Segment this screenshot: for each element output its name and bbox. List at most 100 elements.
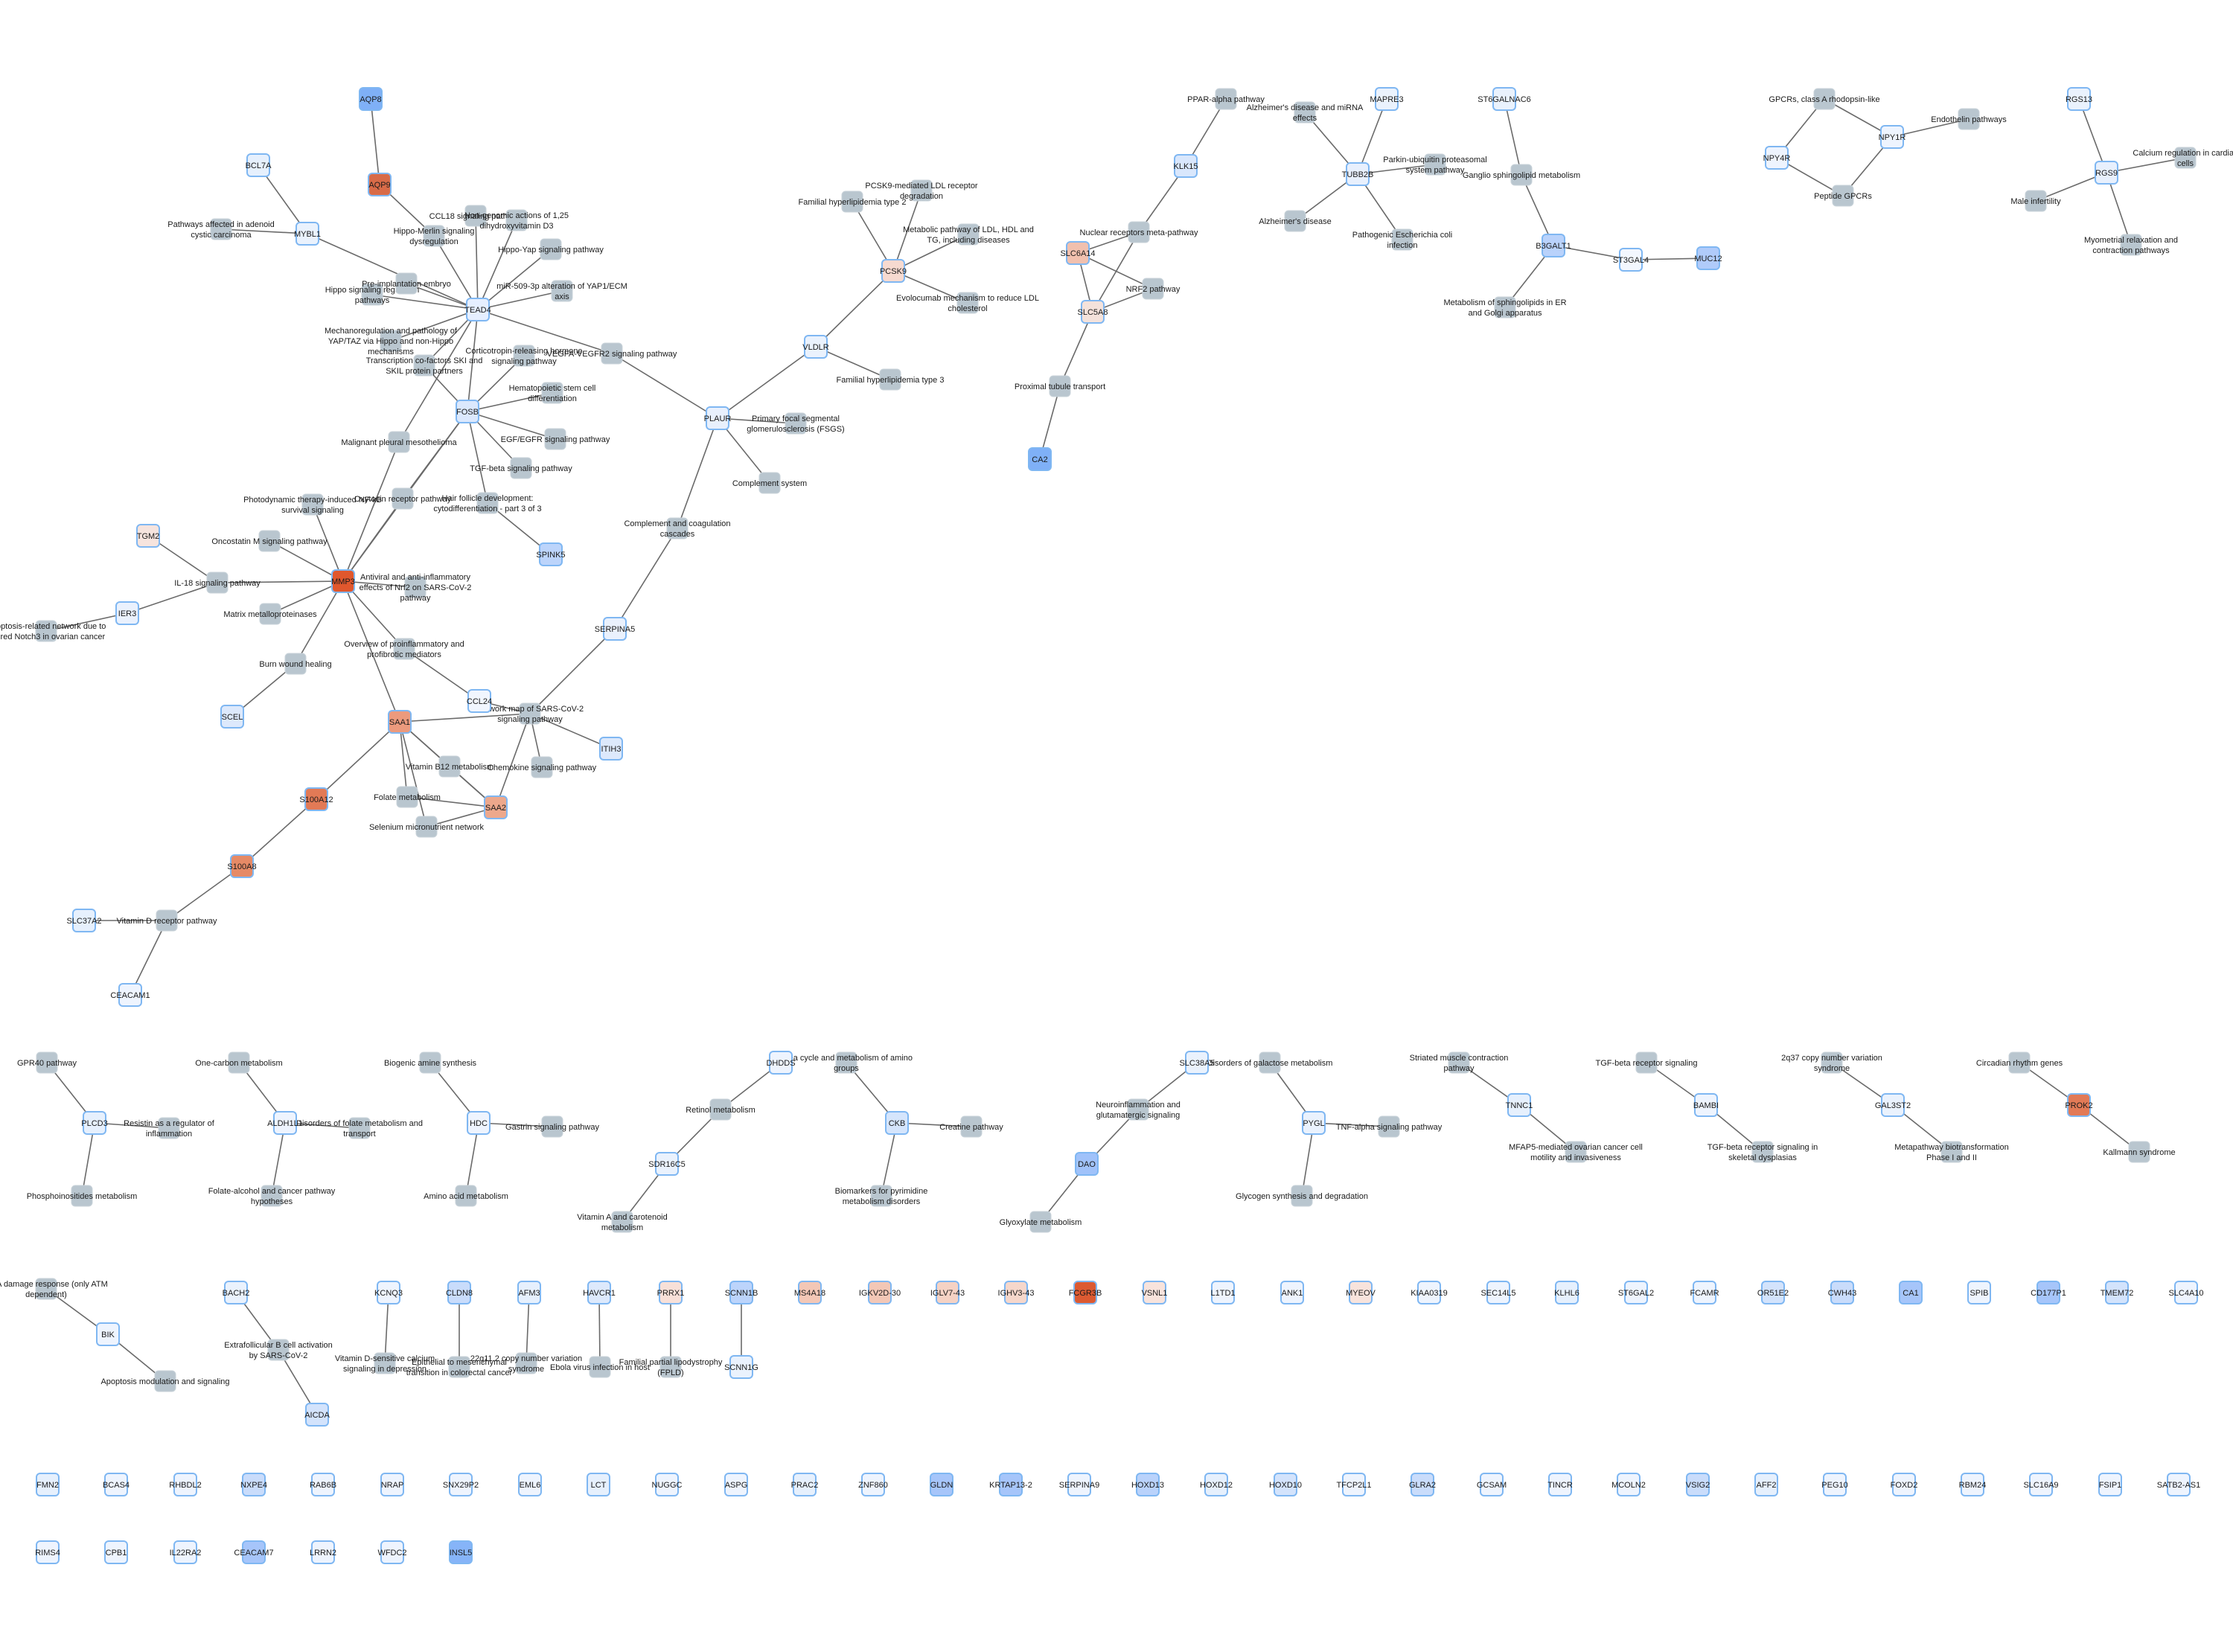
gene-node-s100a8[interactable]: S100A8: [227, 854, 257, 878]
pathway-node-lipodystrophy[interactable]: Familial partial lipodystrophy (FPLD): [619, 1356, 723, 1378]
pathway-node-mesothelioma[interactable]: Malignant pleural mesothelioma: [341, 431, 458, 453]
pathway-node-sarscov2[interactable]: Network map of SARS-CoV-2 signaling pathw…: [476, 702, 584, 725]
gene-node-tmem72[interactable]: TMEM72: [2101, 1281, 2134, 1304]
gene-node-fcgr3b[interactable]: FCGR3B: [1069, 1281, 1102, 1304]
gene-node-vldlr[interactable]: VLDLR: [802, 335, 829, 359]
gene-node-lrrn2[interactable]: LRRN2: [310, 1540, 336, 1564]
gene-node-vsnl1[interactable]: VSNL1: [1142, 1281, 1168, 1304]
gene-node-l1td1[interactable]: L1TD1: [1210, 1281, 1236, 1304]
pathway-node-hippo_yap[interactable]: Hippo-Yap signaling pathway: [498, 238, 604, 260]
pathway-node-tgfb[interactable]: TGF-beta signaling pathway: [470, 457, 572, 479]
pathway-node-mmp[interactable]: Matrix metalloproteinases: [223, 603, 317, 625]
gene-node-plaur[interactable]: PLAUR: [704, 406, 732, 430]
pathway-node-peptide[interactable]: Peptide GPCRs: [1814, 185, 1872, 207]
gene-node-foxd2[interactable]: FOXD2: [1891, 1473, 1918, 1496]
pathway-node-egfr[interactable]: EGF/EGFR signaling pathway: [501, 428, 610, 450]
gene-node-tnnc1[interactable]: TNNC1: [1506, 1093, 1533, 1117]
gene-node-prac2[interactable]: PRAC2: [791, 1473, 819, 1496]
gene-node-rab6b[interactable]: RAB6B: [310, 1473, 336, 1496]
pathway-node-profib[interactable]: Overview of proinflammatory and profibrot…: [344, 638, 464, 660]
pathway-node-myometrial[interactable]: Myometrial relaxation and contraction pat…: [2084, 234, 2178, 256]
gene-node-znf860[interactable]: ZNF860: [858, 1473, 888, 1496]
pathway-node-evolo[interactable]: Evolocumab mechanism to reduce LDL choles…: [896, 292, 1039, 314]
pathway-node-mir509[interactable]: miR-509-3p alteration of YAP1/ECM axis: [496, 280, 627, 302]
pathway-node-burn[interactable]: Burn wound healing: [259, 653, 332, 675]
gene-node-serpina5[interactable]: SERPINA5: [595, 617, 635, 641]
gene-node-ighv3-43[interactable]: IGHV3-43: [998, 1281, 1035, 1304]
gene-node-slc16a9[interactable]: SLC16A9: [2023, 1473, 2059, 1496]
pathway-node-2q37[interactable]: 2q37 copy number variation syndrome: [1781, 1051, 1882, 1074]
gene-node-or51e2[interactable]: OR51E2: [1757, 1281, 1789, 1304]
pathway-node-vdr[interactable]: Vitamin D receptor pathway: [117, 909, 217, 932]
gene-node-hoxd10[interactable]: HOXD10: [1269, 1473, 1302, 1496]
gene-node-pygl[interactable]: PYGL: [1302, 1111, 1326, 1135]
pathway-node-tgfb_rec[interactable]: TGF-beta receptor signaling: [1596, 1051, 1698, 1074]
gene-node-lct[interactable]: LCT: [587, 1473, 610, 1496]
gene-node-aqp9[interactable]: AQP9: [368, 173, 392, 196]
gene-node-wfdc2[interactable]: WFDC2: [377, 1540, 407, 1564]
pathway-node-gpcr_a[interactable]: GPCRs, class A rhodopsin-like: [1769, 88, 1880, 110]
pathway-node-folate[interactable]: Folate metabolism: [374, 786, 441, 808]
pathway-node-mechano[interactable]: Mechanoregulation and pathology of YAP/TA…: [325, 327, 458, 356]
pathway-node-gpr40[interactable]: GPR40 pathway: [17, 1051, 77, 1074]
gene-node-mcoln2[interactable]: MCOLN2: [1611, 1473, 1646, 1496]
gene-node-rims4[interactable]: RIMS4: [35, 1540, 60, 1564]
pathway-node-adenoid[interactable]: Pathways affected in adenoid cystic carci…: [167, 218, 275, 240]
pathway-node-biotrans[interactable]: Metapathway biotransformation Phase I and…: [1894, 1141, 2009, 1163]
gene-node-tgm2[interactable]: TGM2: [136, 524, 160, 548]
gene-node-spink5[interactable]: SPINK5: [536, 542, 566, 566]
gene-node-igkv2d-30[interactable]: IGKV2D-30: [859, 1281, 901, 1304]
pathway-node-folatealc[interactable]: Folate-alcohol and cancer pathway hypothe…: [208, 1185, 336, 1207]
pathway-node-ski[interactable]: Transcription co-factors SKI and SKIL pro…: [366, 354, 483, 377]
pathway-node-complement[interactable]: Complement system: [732, 472, 807, 494]
pathway-node-pcsk9ldl[interactable]: PCSK9-mediated LDL receptor degradation: [865, 179, 978, 202]
gene-node-krtap13-2[interactable]: KRTAP13-2: [989, 1473, 1032, 1496]
pathway-node-vegfa[interactable]: VEGFA-VEGFR2 signaling pathway: [547, 342, 677, 365]
pathway-node-circadian[interactable]: Circadian rhythm genes: [1976, 1051, 2063, 1074]
gene-node-scel[interactable]: SCEL: [220, 705, 244, 729]
pathway-node-chemokine[interactable]: Chemokine signaling pathway: [488, 756, 597, 778]
pathway-node-bcell[interactable]: Extrafollicular B cell activation by SARS…: [224, 1339, 333, 1361]
gene-node-insl5[interactable]: INSL5: [449, 1540, 473, 1564]
gene-node-aldh1l1[interactable]: ALDH1L1: [267, 1111, 303, 1135]
pathway-node-gastrin[interactable]: Gastrin signaling pathway: [505, 1115, 599, 1138]
gene-node-gldn[interactable]: GLDN: [930, 1473, 953, 1496]
pathway-node-kallmann[interactable]: Kallmann syndrome: [2103, 1141, 2176, 1163]
pathway-node-fh2[interactable]: Familial hyperlipidemia type 2: [799, 191, 907, 213]
gene-node-spib[interactable]: SPIB: [1967, 1281, 1991, 1304]
gene-node-scnn1g[interactable]: SCNN1G: [724, 1355, 758, 1379]
pathway-node-galactose[interactable]: Disorders of galactose metabolism: [1207, 1051, 1333, 1074]
pathway-node-ccl18[interactable]: CCL18 signaling pathway: [429, 205, 523, 227]
pathway-node-apoptosis[interactable]: Apoptosis modulation and signaling: [100, 1370, 230, 1392]
pathway-node-parkin[interactable]: Parkin-ubiquitin proteasomal system pathw…: [1383, 153, 1487, 176]
pathway-node-ebola[interactable]: Ebola virus infection in host: [550, 1356, 650, 1378]
gene-node-ckb[interactable]: CKB: [885, 1111, 909, 1135]
gene-node-klk15[interactable]: KLK15: [1173, 154, 1198, 178]
gene-node-peg10[interactable]: PEG10: [1821, 1473, 1848, 1496]
gene-node-mmp3[interactable]: MMP3: [331, 569, 355, 593]
pathway-node-hair[interactable]: Hair follicle development: cytodifferenti…: [433, 492, 542, 514]
gene-node-aicda[interactable]: AICDA: [304, 1403, 330, 1427]
pathway-node-ecoli[interactable]: Pathogenic Escherichia coli infection: [1352, 228, 1453, 251]
gene-node-plcd3[interactable]: PLCD3: [81, 1111, 108, 1135]
gene-node-cldn8[interactable]: CLDN8: [446, 1281, 473, 1304]
gene-node-st3gal4[interactable]: ST3GAL4: [1613, 248, 1649, 272]
pathway-node-nuclear[interactable]: Nuclear receptors meta-pathway: [1080, 221, 1198, 243]
gene-node-s100a12[interactable]: S100A12: [299, 787, 333, 811]
gene-node-nrap[interactable]: NRAP: [380, 1473, 404, 1496]
gene-node-slc4a10[interactable]: SLC4A10: [2168, 1281, 2204, 1304]
pathway-node-preimpl[interactable]: Pre-implantation embryo: [362, 272, 451, 295]
pathway-node-sphingo[interactable]: Metabolism of sphingolipids in ER and Gol…: [1443, 296, 1567, 318]
gene-node-bach2[interactable]: BACH2: [223, 1281, 250, 1304]
gene-node-tincr[interactable]: TINCR: [1547, 1473, 1573, 1496]
pathway-node-mfap5[interactable]: MFAP5-mediated ovarian cancer cell motili…: [1509, 1141, 1643, 1163]
pathway-node-creatine[interactable]: Creatine pathway: [939, 1115, 1003, 1138]
pathway-node-oxytocin[interactable]: Oxytocin receptor pathway: [354, 487, 452, 510]
gene-node-hoxd13[interactable]: HOXD13: [1131, 1473, 1164, 1496]
pathway-node-calcium[interactable]: Calcium regulation in cardiac cells: [2133, 147, 2233, 169]
gene-node-gal3st2[interactable]: GAL3ST2: [1875, 1093, 1911, 1117]
pathway-node-male[interactable]: Male infertility: [2010, 190, 2061, 212]
gene-node-iglv7-43[interactable]: IGLV7-43: [930, 1281, 965, 1304]
gene-node-il22ra2[interactable]: IL22RA2: [170, 1540, 202, 1564]
pathway-node-skeletal[interactable]: TGF-beta receptor signaling in skeletal d…: [1708, 1141, 1818, 1163]
